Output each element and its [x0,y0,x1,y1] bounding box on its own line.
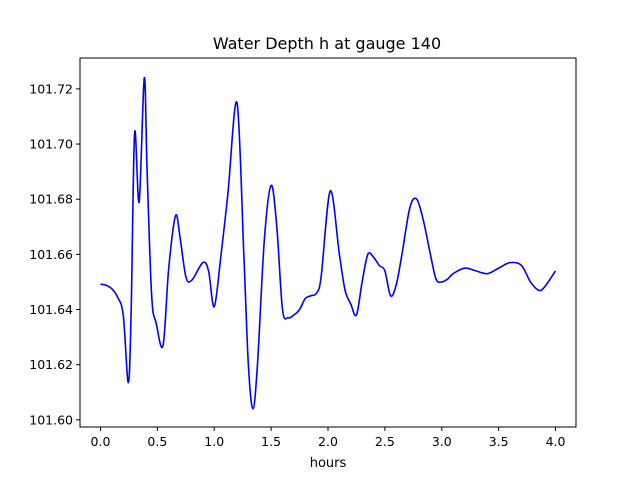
x-tick-label: 1.0 [204,434,224,449]
y-tick-label: 101.72 [29,81,73,96]
y-tick-label: 101.70 [29,137,73,152]
y-tick-label: 101.66 [29,247,73,262]
x-tick-label: 3.5 [489,434,509,449]
series-line-0 [100,77,557,410]
x-tick-label: 1.5 [261,434,281,449]
x-tick-label: 2.5 [375,434,395,449]
y-tick-label: 101.60 [29,412,73,427]
x-tick-label: 4.0 [546,434,566,449]
y-tick-label: 101.62 [29,357,73,372]
y-axis: 101.60 101.62 101.64 101.66 101.68 101.70 101.… [29,81,80,427]
x-tick-label: 2.0 [318,434,338,449]
x-axis-label: hours [310,456,347,471]
x-tick-label: 0.5 [147,434,167,449]
plot-area [100,77,557,410]
y-tick-label: 101.64 [29,302,73,317]
x-tick-label: 3.0 [432,434,452,449]
axes-frame [79,57,577,428]
y-tick-label: 101.68 [29,192,73,207]
x-axis: 0.0 0.5 1.0 1.5 2.0 2.5 3.0 3.5 4.0 [91,427,566,449]
x-tick-label: 0.0 [91,434,111,449]
chart-title: Water Depth h at gauge 140 [213,34,441,53]
